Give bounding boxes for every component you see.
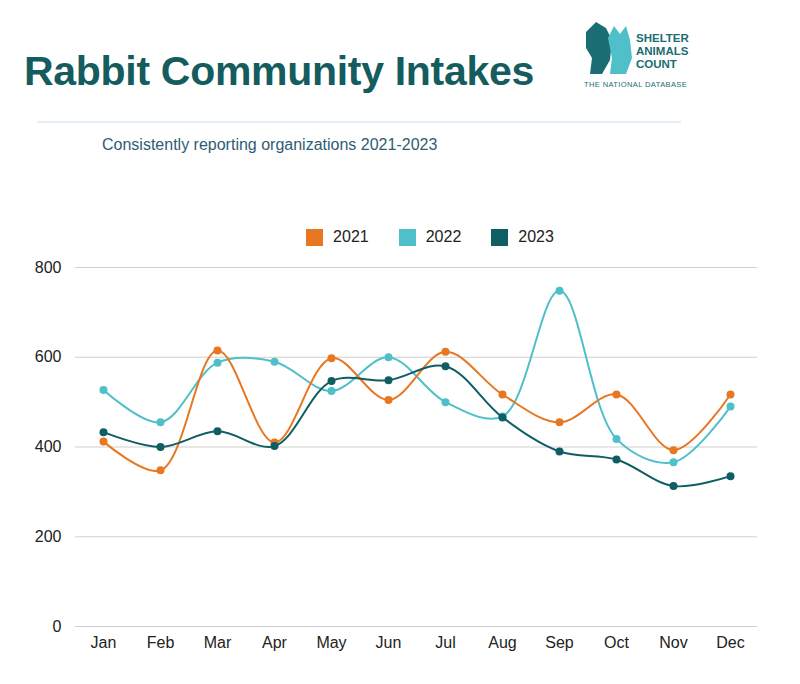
html-text:SHELTER: SHELTER [636,32,689,44]
svg-text:200: 200 [35,528,62,545]
svg-text:0: 0 [53,618,62,635]
svg-text:Sep: Sep [545,634,574,651]
svg-text:Jan: Jan [91,634,117,651]
svg-text:Mar: Mar [204,634,232,651]
html-text:COUNT: COUNT [636,58,677,70]
svg-text:800: 800 [35,259,62,276]
html-text:2021: 2021 [333,228,369,245]
html-text:THE NATIONAL DATABASE: THE NATIONAL DATABASE [584,80,688,89]
html-text:ANIMALS: ANIMALS [636,45,689,57]
html-text:Consistently reporting organiz: Consistently reporting organizations 202… [102,136,438,153]
html-text:Rabbit Community Intakes: Rabbit Community Intakes [24,48,534,94]
svg-text:Apr: Apr [262,634,288,651]
svg-text:Aug: Aug [488,634,516,651]
svg-text:600: 600 [35,348,62,365]
svg-text:May: May [316,634,346,651]
html-text:2023: 2023 [518,228,554,245]
svg-text:400: 400 [35,438,62,455]
html-text:2022: 2022 [425,228,462,245]
svg-text:Jul: Jul [435,634,455,651]
svg-text:Feb: Feb [147,634,175,651]
svg-text:Nov: Nov [659,634,687,651]
svg-text:Dec: Dec [716,634,744,651]
svg-text:Oct: Oct [604,634,629,651]
svg-text:Jun: Jun [376,634,402,651]
